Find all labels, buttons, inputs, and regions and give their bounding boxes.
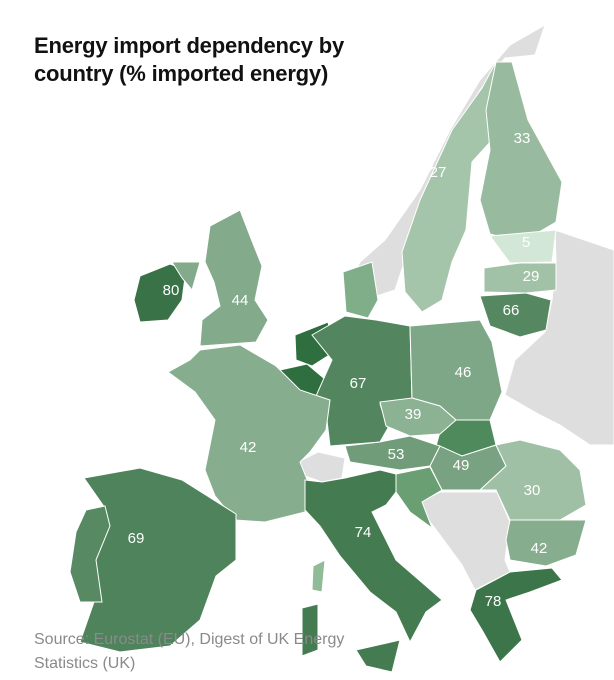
label-spain: 69 — [128, 530, 145, 547]
no-data-regions — [297, 23, 614, 591]
label-hungary: 49 — [453, 457, 470, 474]
sicily — [355, 639, 401, 673]
denmark — [342, 261, 379, 319]
greece — [469, 567, 563, 663]
bulgaria — [505, 519, 587, 567]
map-title: Energy import dependency by country (% i… — [34, 33, 345, 86]
label-sweden: 27 — [430, 164, 447, 181]
countries — [69, 60, 587, 673]
label-czechia: 39 — [405, 406, 422, 423]
label-austria: 53 — [388, 446, 405, 463]
label-uk: 44 — [232, 292, 249, 309]
spain — [79, 467, 237, 653]
value-labels: 27 33 5 29 66 80 44 67 46 39 53 49 30 42… — [60, 130, 548, 610]
label-portugal: 65 — [60, 525, 77, 542]
label-romania: 30 — [524, 482, 541, 499]
source-note: Source: Eurostat (EU), Digest of UK Ener… — [34, 631, 345, 672]
france — [167, 344, 331, 523]
label-lithuania: 66 — [503, 302, 520, 319]
label-latvia: 29 — [523, 268, 540, 285]
sardinia — [301, 603, 319, 657]
label-france: 42 — [240, 439, 257, 456]
label-germany: 67 — [350, 375, 367, 392]
label-italy: 74 — [355, 524, 372, 541]
label-finland: 33 — [514, 130, 531, 147]
label-greece: 78 — [485, 593, 502, 610]
italy — [304, 469, 443, 644]
latvia — [483, 262, 557, 294]
ireland — [133, 263, 187, 323]
czechia — [379, 397, 457, 437]
label-ireland: 80 — [163, 282, 180, 299]
eastern-europe — [504, 229, 614, 446]
northern-ireland — [171, 261, 201, 292]
balkans — [419, 491, 511, 591]
corsica — [311, 559, 326, 593]
sweden — [401, 60, 503, 313]
lithuania — [479, 292, 552, 338]
estonia — [489, 229, 557, 264]
finland — [479, 61, 563, 243]
label-bulgaria: 42 — [531, 540, 548, 557]
label-poland: 46 — [455, 364, 472, 381]
portugal — [69, 505, 111, 603]
united-kingdom — [199, 209, 269, 347]
label-estonia: 5 — [522, 234, 530, 251]
